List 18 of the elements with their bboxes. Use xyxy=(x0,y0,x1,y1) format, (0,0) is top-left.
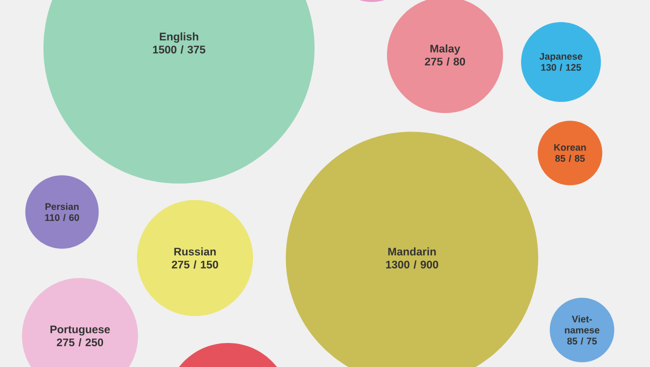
data-label: 1300 / 900 xyxy=(386,260,438,269)
data-label: 110 / 60 xyxy=(45,214,80,222)
category-label: Viet-namese xyxy=(564,315,600,334)
data-label: 275 / 80 xyxy=(424,57,466,66)
category-label: English xyxy=(160,32,198,43)
data-label: 85 / 85 xyxy=(555,154,585,162)
category-label: Korean xyxy=(554,144,586,151)
category-label: Russian xyxy=(174,247,216,256)
data-label: 275 / 250 xyxy=(56,338,104,346)
category-label: Malay xyxy=(430,44,460,55)
category-label: Mandarin xyxy=(388,247,436,256)
data-label: 1500 / 375 xyxy=(153,45,206,54)
data-label: 130 / 125 xyxy=(541,64,582,71)
data-label: 275 / 150 xyxy=(172,260,218,269)
category-label: Japanese xyxy=(539,53,582,62)
category-label: Portuguese xyxy=(50,326,110,336)
data-label: 85 / 75 xyxy=(567,337,597,345)
category-label: Persian xyxy=(45,202,79,210)
